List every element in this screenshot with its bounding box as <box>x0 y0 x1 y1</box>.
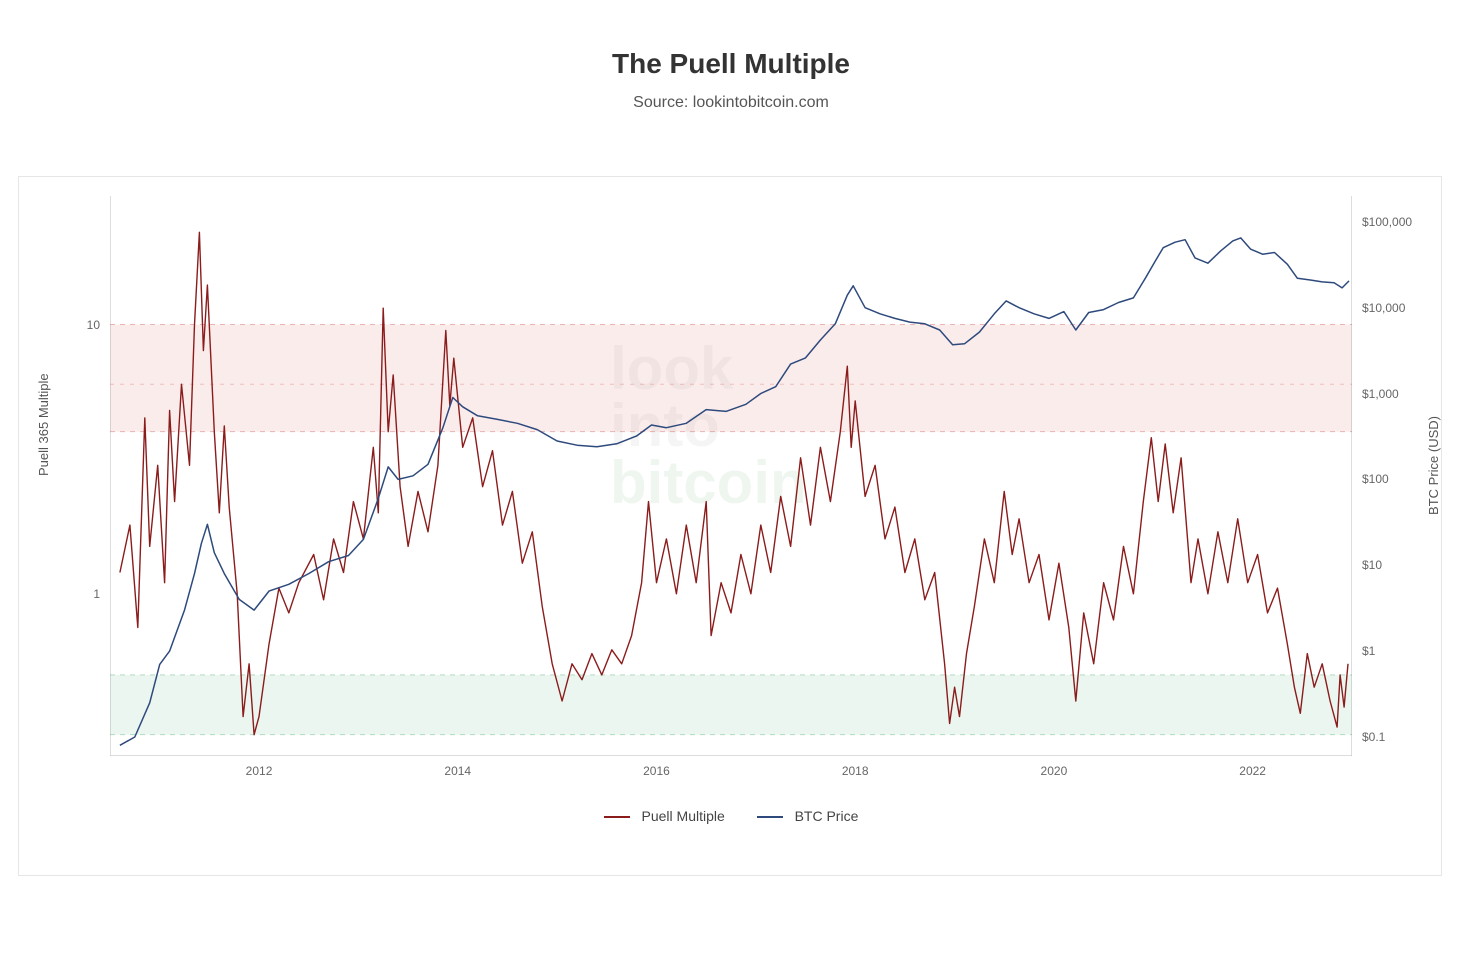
chart-container: The Puell Multiple Source: lookintobitco… <box>0 0 1462 973</box>
y-right-tick: $100,000 <box>1362 215 1412 229</box>
x-tick: 2018 <box>842 764 869 778</box>
x-tick: 2012 <box>246 764 273 778</box>
x-tick: 2022 <box>1239 764 1266 778</box>
y-right-tick: $10,000 <box>1362 301 1405 315</box>
chart-title: The Puell Multiple <box>0 0 1462 80</box>
legend-item-puell[interactable]: Puell Multiple <box>604 808 725 824</box>
chart-subtitle: Source: lookintobitcoin.com <box>0 94 1462 112</box>
y-left-tick: 1 <box>93 587 100 601</box>
y-right-tick: $1 <box>1362 644 1375 658</box>
plot-area[interactable] <box>110 196 1352 756</box>
legend-swatch-puell <box>604 816 630 818</box>
y-axis-left-label: Puell 365 Multiple <box>36 373 51 476</box>
y-right-tick: $1,000 <box>1362 387 1399 401</box>
x-tick: 2014 <box>444 764 471 778</box>
y-left-tick: 10 <box>87 318 100 332</box>
y-right-tick: $0.1 <box>1362 730 1385 744</box>
legend-item-btc[interactable]: BTC Price <box>757 808 859 824</box>
legend-swatch-btc <box>757 816 783 818</box>
y-axis-right-label: BTC Price (USD) <box>1426 416 1441 515</box>
x-tick: 2020 <box>1041 764 1068 778</box>
legend: Puell Multiple BTC Price <box>0 808 1462 824</box>
y-right-tick: $10 <box>1362 558 1382 572</box>
legend-label-btc: BTC Price <box>795 808 859 824</box>
legend-label-puell: Puell Multiple <box>642 808 725 824</box>
x-tick: 2016 <box>643 764 670 778</box>
y-right-tick: $100 <box>1362 472 1389 486</box>
